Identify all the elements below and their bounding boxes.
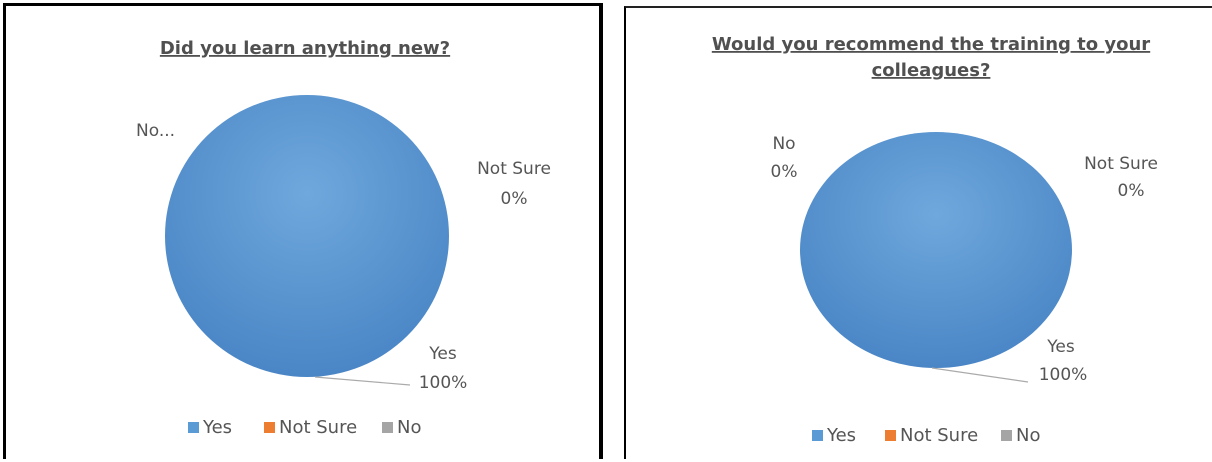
chart-title-line-1: Would you recommend the training to your bbox=[712, 34, 1150, 55]
pie-slice-yes bbox=[165, 95, 449, 377]
legend-label-not-sure: Not Sure bbox=[900, 425, 978, 446]
pie-slice-yes bbox=[800, 132, 1072, 368]
legend-label-no: No bbox=[1016, 425, 1040, 446]
chart-panel-recommend: Would you recommend the training to your… bbox=[624, 6, 1212, 459]
data-label-not-sure-value: 0% bbox=[501, 189, 528, 209]
legend-swatch-no bbox=[382, 422, 393, 433]
legend-swatch-no bbox=[1001, 430, 1012, 441]
pie-chart-learned: Did you learn anything new? No... Not Su… bbox=[136, 38, 551, 438]
legend-label-yes: Yes bbox=[202, 417, 232, 438]
legend-label-no: No bbox=[397, 417, 421, 438]
legend: Yes Not Sure No bbox=[188, 417, 421, 438]
legend-swatch-yes bbox=[812, 430, 823, 441]
data-label-yes-name: Yes bbox=[1046, 337, 1075, 357]
data-label-no-name: No bbox=[772, 134, 795, 154]
chart-title: Did you learn anything new? bbox=[160, 38, 450, 59]
chart-panel-learned: Did you learn anything new? No... Not Su… bbox=[3, 3, 603, 459]
legend-label-yes: Yes bbox=[826, 425, 856, 446]
data-label-no-value: 0% bbox=[771, 162, 798, 182]
legend-swatch-not-sure bbox=[264, 422, 275, 433]
chart-title-line-2: colleagues? bbox=[872, 60, 991, 81]
legend-label-not-sure: Not Sure bbox=[279, 417, 357, 438]
data-label-yes-name: Yes bbox=[428, 344, 457, 364]
legend-swatch-not-sure bbox=[885, 430, 896, 441]
data-label-yes-value: 100% bbox=[419, 373, 468, 393]
data-label-yes-value: 100% bbox=[1039, 365, 1088, 385]
data-label-not-sure-value: 0% bbox=[1118, 181, 1145, 201]
pie-chart-recommend: Would you recommend the training to your… bbox=[712, 34, 1158, 446]
data-label-not-sure-name: Not Sure bbox=[1084, 154, 1158, 174]
leader-line-yes bbox=[314, 376, 411, 386]
legend: Yes Not Sure No bbox=[812, 425, 1040, 446]
leader-line-yes bbox=[931, 367, 1029, 383]
data-label-not-sure-name: Not Sure bbox=[477, 159, 551, 179]
data-label-no: No... bbox=[136, 121, 175, 141]
legend-swatch-yes bbox=[188, 422, 199, 433]
